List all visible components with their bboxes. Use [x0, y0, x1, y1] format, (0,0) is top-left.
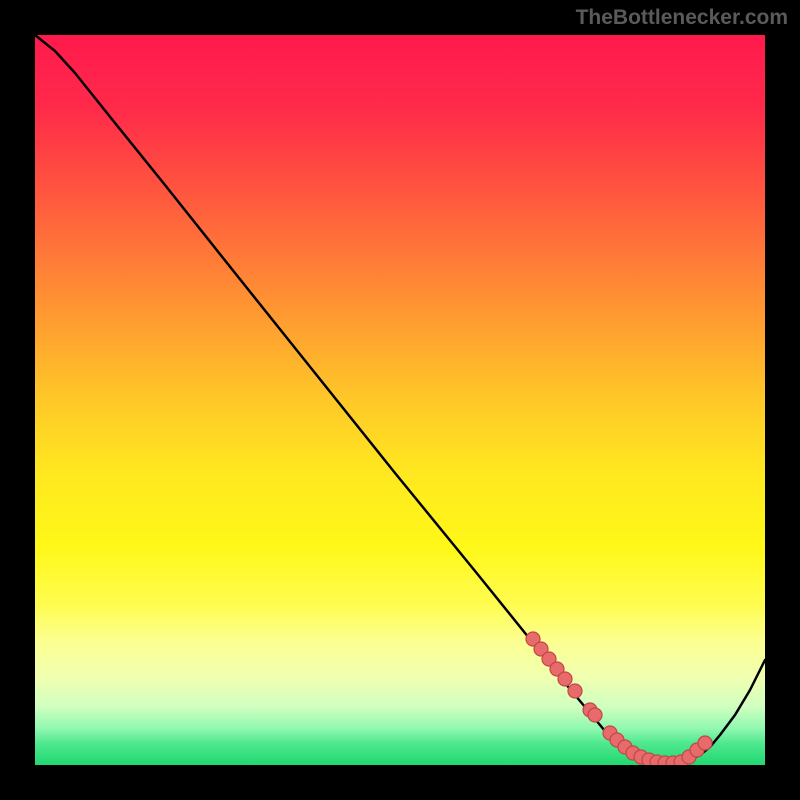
watermark-text: TheBottlenecker.com [576, 6, 788, 30]
data-marker [568, 684, 582, 698]
curve-layer [35, 35, 765, 765]
data-marker [558, 672, 572, 686]
plot-area [35, 35, 765, 765]
data-marker [588, 708, 602, 722]
marker-group [526, 632, 712, 765]
main-curve [35, 35, 765, 764]
data-marker [698, 736, 712, 750]
